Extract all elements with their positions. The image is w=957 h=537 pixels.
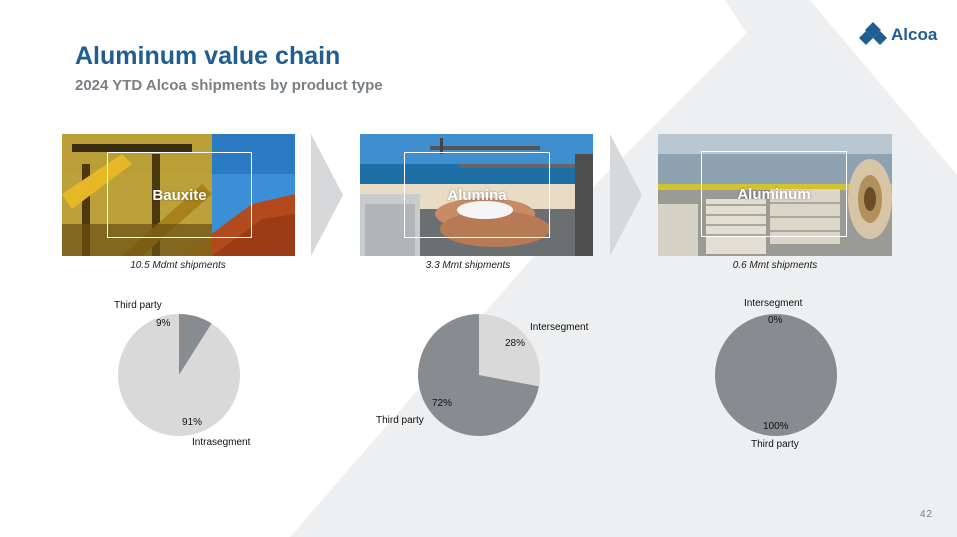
- aluminum-pie-chart: [715, 314, 837, 436]
- chevron-arrow-icon: [311, 134, 343, 256]
- alumina-shipments: 3.3 Mmt shipments: [425, 260, 511, 271]
- bauxite-label-frame: Bauxite: [107, 152, 252, 238]
- alumina-intersegment-label: Intersegment: [530, 322, 589, 333]
- alumina-pie-slice-third-party: [418, 314, 539, 436]
- aluminum-shipments: 0.6 Mmt shipments: [732, 260, 818, 271]
- logo-text: Alcoa: [891, 25, 938, 44]
- aluminum-photo: [658, 134, 892, 256]
- bauxite-shipments: 10.5 Mdmt shipments: [130, 260, 226, 271]
- aluminum-label: Aluminum: [737, 185, 811, 203]
- aluminum-third-party-label: Third party: [751, 439, 799, 450]
- alcoa-logo: Alcoa: [859, 22, 937, 48]
- alumina-pie-slice-intersegment: [479, 314, 540, 387]
- bauxite-label: Bauxite: [152, 186, 207, 204]
- chevron-arrow-icon: [610, 134, 642, 256]
- bauxite-pie-slice-third-party: [179, 314, 212, 375]
- alumina-intersegment-value: 28%: [505, 338, 526, 349]
- aluminum-label-frame: Aluminum: [701, 151, 847, 237]
- alumina-label-frame: Alumina: [404, 152, 550, 238]
- bauxite-intrasegment-value: 91%: [182, 417, 203, 428]
- aluminum-intersegment-label: Intersegment: [744, 298, 803, 309]
- aluminum-third-party-value: 100%: [763, 421, 789, 432]
- bauxite-third-party-label: Third party: [114, 300, 162, 311]
- alumina-third-party-value: 72%: [432, 398, 453, 409]
- bauxite-intrasegment-label: Intrasegment: [192, 437, 251, 448]
- alumina-third-party-label: Third party: [376, 415, 424, 426]
- alumina-photo: [360, 134, 593, 256]
- page-title: Aluminum value chain: [75, 42, 341, 70]
- alumina-label: Alumina: [447, 186, 507, 204]
- bauxite-pie-chart: [117, 314, 240, 436]
- page-number: 42: [920, 509, 934, 520]
- page-subtitle: 2024 YTD Alcoa shipments by product type: [75, 77, 383, 94]
- bauxite-photo: [62, 134, 295, 256]
- bauxite-third-party-value: 9%: [156, 318, 171, 329]
- aluminum-pie-slice-third-party: [715, 314, 837, 436]
- alumina-pie-chart: [418, 314, 540, 436]
- alcoa-diamond-logo-icon: [859, 22, 887, 45]
- bauxite-pie-slice-intrasegment: [117, 314, 240, 436]
- aluminum-intersegment-value: 0%: [768, 315, 783, 326]
